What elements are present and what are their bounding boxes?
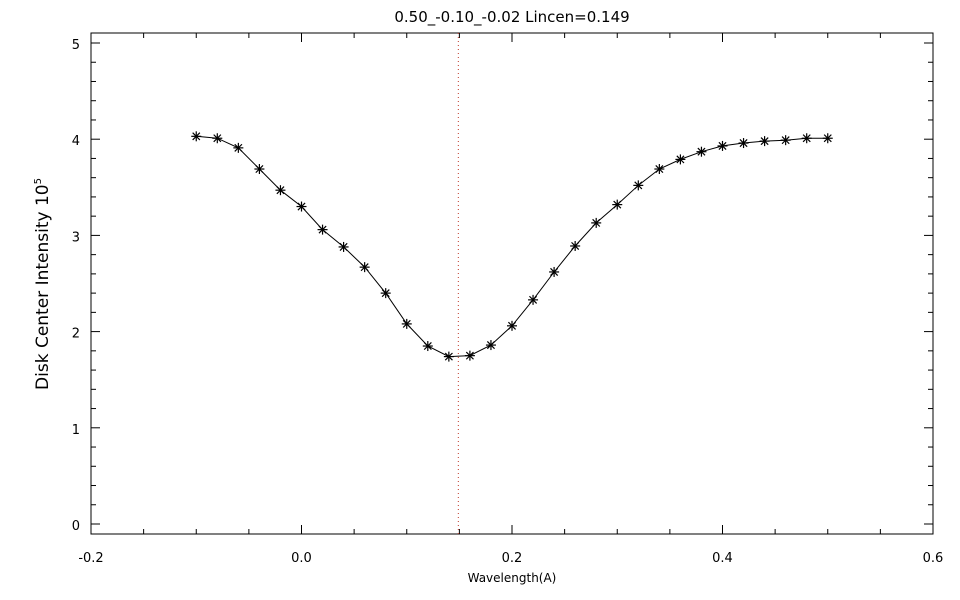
data-point	[443, 351, 454, 362]
plot-frame	[90, 32, 934, 535]
x-tick-label: 0.4	[712, 551, 733, 566]
data-point-markers	[191, 131, 833, 362]
data-point	[528, 294, 539, 305]
y-tick-label: 0	[72, 519, 80, 534]
y-tick-label: 2	[72, 327, 80, 342]
data-point	[759, 136, 770, 147]
data-point	[485, 340, 496, 351]
y-axis-label: Disk Center Intensity 105	[33, 178, 53, 390]
x-tick-label: -0.2	[78, 551, 103, 566]
x-axis-ticks: -0.2 0.0 0.2 0.4 0.6	[78, 33, 943, 566]
x-tick-label: 0.2	[502, 551, 523, 566]
y-axis-ticks: 0 1 2 3 4 5	[72, 38, 933, 534]
data-point	[296, 201, 307, 212]
data-point	[696, 146, 707, 157]
x-tick-label: 0.0	[291, 551, 312, 566]
data-point	[275, 185, 286, 196]
data-point	[380, 288, 391, 299]
data-point	[612, 199, 623, 210]
data-point	[549, 266, 560, 277]
y-tick-label: 4	[72, 134, 80, 149]
data-point	[675, 154, 686, 165]
data-point	[633, 180, 644, 191]
data-point	[717, 140, 728, 151]
data-point	[422, 341, 433, 352]
data-point	[359, 262, 370, 273]
chart-title: 0.50_-0.10_-0.02 Lincen=0.149	[394, 8, 629, 27]
y-axis-label-text: Disk Center Intensity 10	[33, 184, 53, 390]
x-tick-label: 0.6	[923, 551, 944, 566]
x-axis-label: Wavelength(A)	[468, 571, 557, 585]
y-tick-label: 5	[72, 38, 80, 53]
data-point	[738, 138, 749, 149]
data-point	[401, 318, 412, 329]
data-point	[233, 142, 244, 153]
data-point	[822, 133, 833, 144]
y-tick-label: 3	[72, 230, 80, 245]
y-tick-label: 1	[72, 423, 80, 438]
data-point	[212, 133, 223, 144]
data-point	[317, 224, 328, 235]
data-point	[464, 350, 475, 361]
data-point	[338, 241, 349, 252]
data-point	[591, 217, 602, 228]
data-point	[507, 320, 517, 331]
data-point	[254, 164, 265, 175]
y-axis-label-exponent: 5	[33, 178, 44, 184]
data-point	[780, 135, 791, 146]
data-point	[654, 164, 665, 175]
data-point	[570, 240, 581, 251]
data-point	[191, 131, 202, 142]
data-point	[801, 133, 812, 144]
